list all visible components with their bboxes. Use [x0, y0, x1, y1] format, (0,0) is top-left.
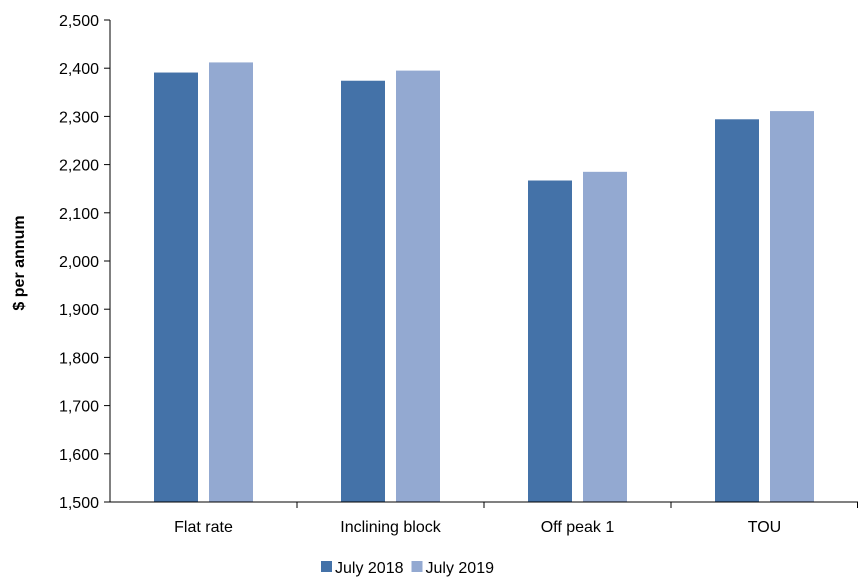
x-tick-label: Flat rate — [174, 519, 233, 536]
y-tick-label: 2,300 — [59, 109, 99, 126]
x-tick-label: Inclining block — [340, 519, 442, 536]
bar-july-2019 — [770, 111, 814, 503]
y-tick-label: 1,700 — [59, 399, 99, 416]
legend-label: July 2019 — [426, 560, 495, 577]
x-tick-label: TOU — [748, 519, 781, 536]
legend: July 2018 July 2019 — [321, 560, 494, 577]
bar-july-2019 — [396, 70, 440, 503]
bar-july-2018 — [154, 72, 198, 503]
y-tick-label: 2,500 — [59, 13, 99, 30]
y-tick-label: 1,900 — [59, 302, 99, 319]
y-tick-label: 2,000 — [59, 254, 99, 271]
y-tick-label: 2,100 — [59, 206, 99, 223]
legend-label: July 2018 — [335, 560, 404, 577]
legend-swatch — [321, 561, 332, 572]
y-axis-title: $ per annum — [11, 215, 28, 310]
bar-july-2018 — [341, 80, 385, 503]
y-tick-label: 1,500 — [59, 495, 99, 512]
bar-july-2019 — [583, 171, 627, 502]
x-tick-label: Off peak 1 — [541, 519, 615, 536]
x-axis-ticks: Flat rate Inclining block Off peak 1 TOU — [174, 502, 858, 536]
y-tick-label: 1,800 — [59, 350, 99, 367]
bar-july-2018 — [715, 119, 759, 503]
bar-july-2018 — [528, 180, 572, 503]
y-tick-label: 2,200 — [59, 158, 99, 175]
legend-swatch — [411, 561, 423, 572]
y-tick-label: 1,600 — [59, 447, 99, 464]
bars — [154, 62, 814, 503]
y-axis-ticks: 1,500 1,600 1,700 1,800 1,900 2,000 2,100 2,200… — [59, 13, 110, 512]
y-tick-label: 2,400 — [59, 61, 99, 78]
bar-july-2019 — [209, 62, 253, 502]
